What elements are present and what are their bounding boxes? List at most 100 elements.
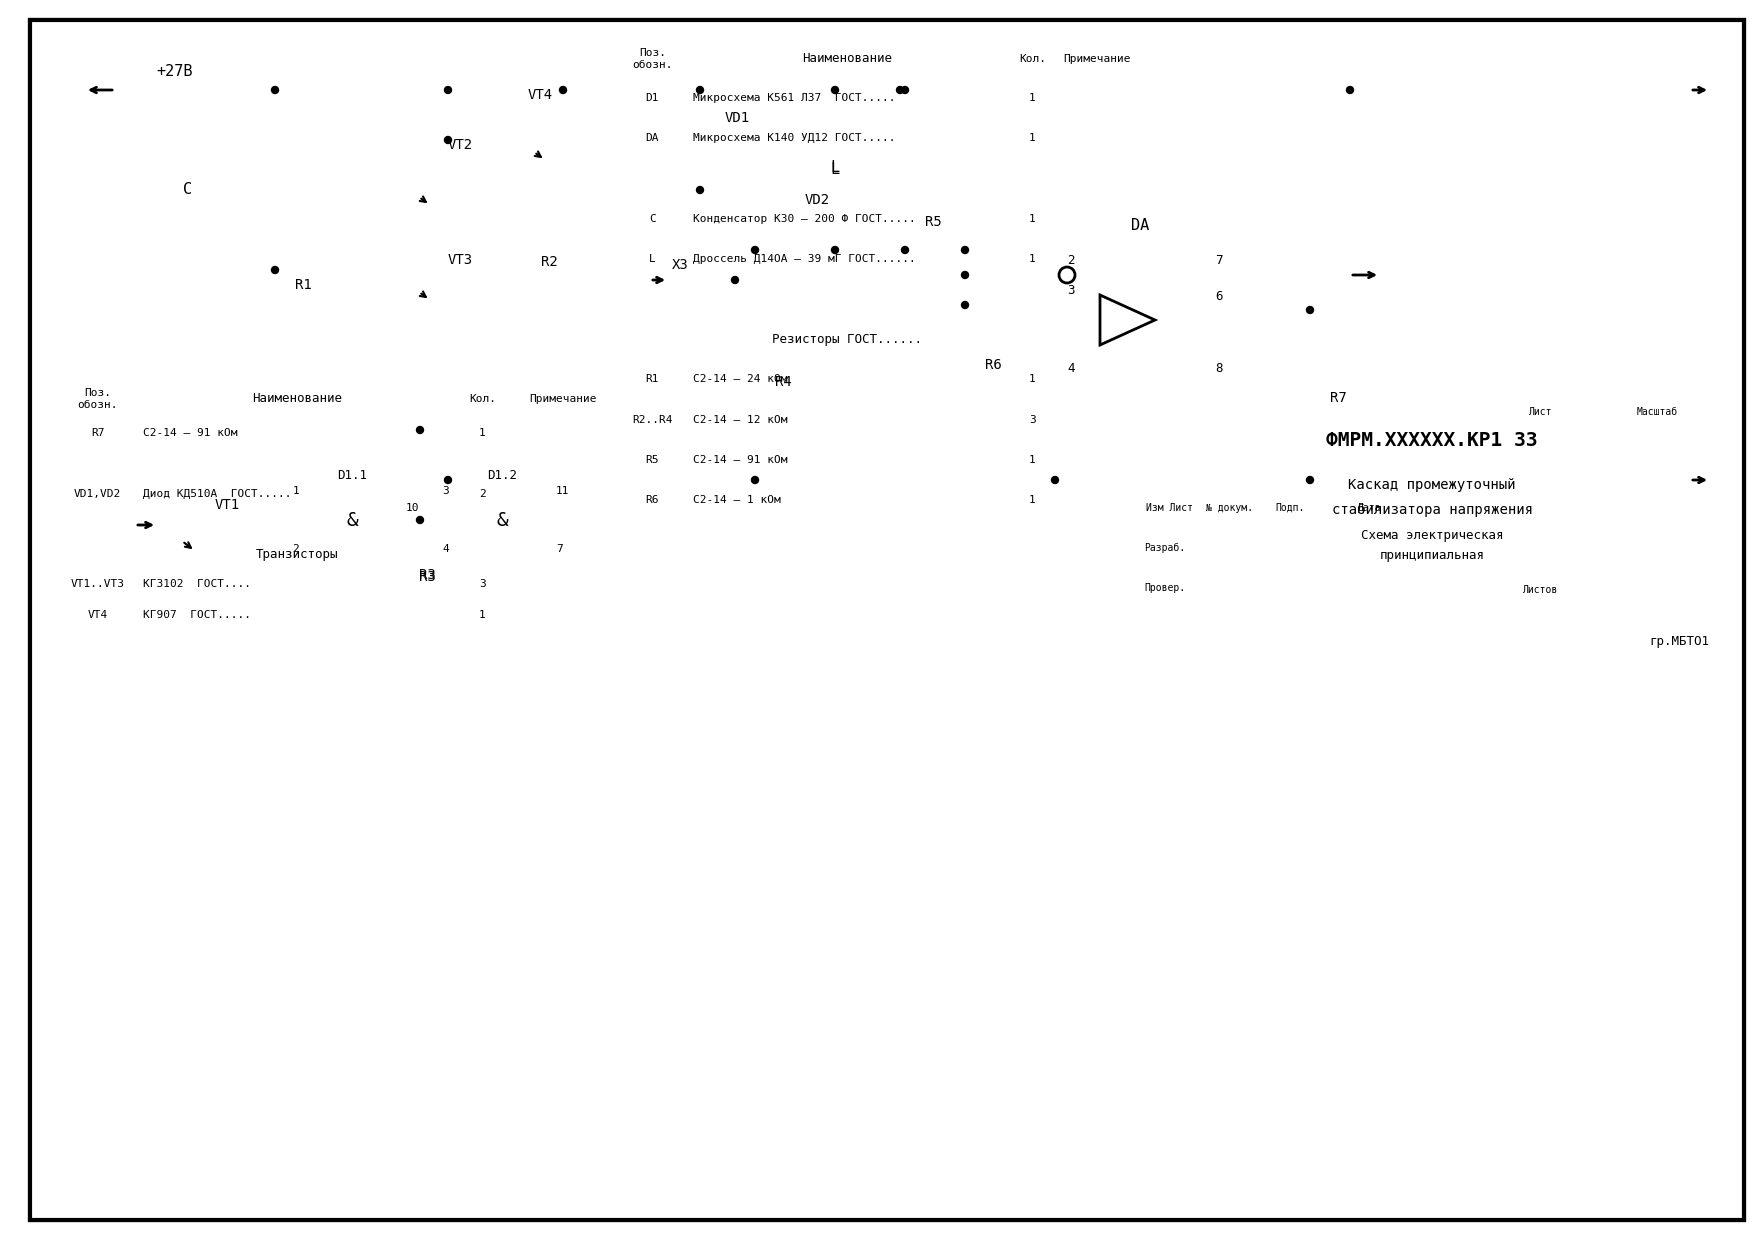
Text: Схема электрическая: Схема электрическая <box>1361 528 1503 542</box>
Text: принципиальная: принципиальная <box>1379 548 1484 562</box>
Text: С2-14 – 91 кОм: С2-14 – 91 кОм <box>144 428 237 438</box>
Text: Кол.: Кол. <box>1019 55 1045 64</box>
Text: R7: R7 <box>1330 391 1347 404</box>
Text: 1: 1 <box>293 486 298 496</box>
Text: 1: 1 <box>1030 455 1037 465</box>
Text: C: C <box>182 182 193 197</box>
Circle shape <box>751 247 758 253</box>
Text: 3: 3 <box>442 486 449 496</box>
Text: VD1: VD1 <box>724 112 751 125</box>
Text: Диод КД510А  ГОСТ.....: Диод КД510А ГОСТ..... <box>144 489 291 498</box>
Text: R1: R1 <box>645 374 660 384</box>
Circle shape <box>896 87 903 93</box>
Text: Поз.
обозн.: Поз. обозн. <box>631 48 674 69</box>
Circle shape <box>272 267 279 274</box>
Text: R1: R1 <box>295 278 312 291</box>
Text: 3: 3 <box>1030 414 1037 424</box>
Circle shape <box>731 277 738 284</box>
Text: R3: R3 <box>419 568 437 582</box>
Text: L: L <box>830 160 840 176</box>
Text: X3: X3 <box>672 258 689 272</box>
Text: С2-14 – 1 кОм: С2-14 – 1 кОм <box>693 495 781 505</box>
Text: гр.МБТО1: гр.МБТО1 <box>1649 635 1708 649</box>
Text: 11: 11 <box>556 486 570 496</box>
Text: 6: 6 <box>1216 289 1223 303</box>
Text: L: L <box>830 162 840 177</box>
Circle shape <box>696 87 703 93</box>
Text: С2-14 – 91 кОм: С2-14 – 91 кОм <box>693 455 788 465</box>
Text: VT4: VT4 <box>528 88 553 102</box>
Text: 1: 1 <box>479 610 486 620</box>
Circle shape <box>444 87 451 93</box>
Text: стабилизатора напряжения: стабилизатора напряжения <box>1331 503 1533 517</box>
Text: Резисторы ГОСТ......: Резисторы ГОСТ...... <box>772 332 923 346</box>
Text: Лист: Лист <box>1528 407 1552 417</box>
Circle shape <box>902 87 909 93</box>
Text: 1: 1 <box>1030 495 1037 505</box>
Text: R6: R6 <box>645 495 660 505</box>
Circle shape <box>751 476 758 484</box>
Text: &: & <box>347 511 358 529</box>
Text: КГ3102  ГОСТ....: КГ3102 ГОСТ.... <box>144 579 251 589</box>
Text: 1: 1 <box>1030 213 1037 223</box>
Text: С2-14 – 12 кОм: С2-14 – 12 кОм <box>693 414 788 424</box>
Circle shape <box>1307 306 1314 314</box>
Circle shape <box>831 87 838 93</box>
Text: 1: 1 <box>1030 254 1037 264</box>
Bar <box>952 342 977 387</box>
Text: DA: DA <box>645 133 660 144</box>
Text: 2: 2 <box>1066 254 1075 268</box>
Bar <box>305 487 400 552</box>
Text: 1: 1 <box>479 428 486 438</box>
Circle shape <box>1051 476 1058 484</box>
Text: 7: 7 <box>556 544 563 554</box>
Text: 2: 2 <box>293 544 298 554</box>
Text: Масштаб: Масштаб <box>1636 407 1677 417</box>
Text: +27В: +27В <box>156 64 193 79</box>
Text: 4: 4 <box>442 544 449 554</box>
Bar <box>60 20 1710 640</box>
Text: 1: 1 <box>1030 374 1037 384</box>
Text: С2-14 – 24 кОм: С2-14 – 24 кОм <box>693 374 788 384</box>
Text: 2: 2 <box>479 489 486 498</box>
Circle shape <box>416 517 423 523</box>
Text: Дроссель Д14ОА – 39 мГ ГОСТ......: Дроссель Д14ОА – 39 мГ ГОСТ...... <box>693 254 916 264</box>
Circle shape <box>444 136 451 144</box>
Bar <box>1140 379 1724 660</box>
Text: VD2: VD2 <box>805 193 830 207</box>
Text: Наименование: Наименование <box>803 52 893 66</box>
Text: Микросхема К140 УД12 ГОСТ.....: Микросхема К140 УД12 ГОСТ..... <box>693 133 896 144</box>
Text: Подп.: Подп. <box>1275 503 1305 513</box>
Text: R2..R4: R2..R4 <box>631 414 674 424</box>
Bar <box>530 269 568 291</box>
Circle shape <box>831 247 838 253</box>
Text: VT4: VT4 <box>88 610 107 620</box>
Bar <box>1075 241 1205 401</box>
Text: D1.2: D1.2 <box>488 469 517 482</box>
Text: R3: R3 <box>419 570 437 584</box>
Text: R7: R7 <box>91 428 103 438</box>
Text: ФМРМ.ХХХХХХ.КР1 33: ФМРМ.ХХХХХХ.КР1 33 <box>1326 430 1538 450</box>
Text: Листов: Листов <box>1522 585 1558 595</box>
Text: Примечание: Примечание <box>528 394 596 404</box>
Text: Микросхема К561 ЛЗ7  ГОСТ.....: Микросхема К561 ЛЗ7 ГОСТ..... <box>693 93 896 103</box>
Text: R5: R5 <box>924 215 942 229</box>
Text: Разраб.: Разраб. <box>1144 543 1186 553</box>
Text: DA: DA <box>1131 218 1149 233</box>
Text: Кол.: Кол. <box>468 394 496 404</box>
Text: Примечание: Примечание <box>1063 55 1131 64</box>
Text: 8: 8 <box>1216 362 1223 376</box>
Text: Изм Лист: Изм Лист <box>1147 503 1193 513</box>
Text: Дата: Дата <box>1358 503 1382 513</box>
Text: R4: R4 <box>775 376 791 389</box>
Bar <box>263 263 288 308</box>
Text: Каскад промежуточный: Каскад промежуточный <box>1349 477 1515 492</box>
Text: Транзисторы: Транзисторы <box>256 548 339 560</box>
Bar <box>454 487 551 552</box>
Text: VT2: VT2 <box>447 138 472 153</box>
Circle shape <box>272 87 279 93</box>
Text: D1.1: D1.1 <box>337 469 368 482</box>
Circle shape <box>444 476 451 484</box>
Circle shape <box>961 272 968 279</box>
Text: КГ907  ГОСТ.....: КГ907 ГОСТ..... <box>144 610 251 620</box>
